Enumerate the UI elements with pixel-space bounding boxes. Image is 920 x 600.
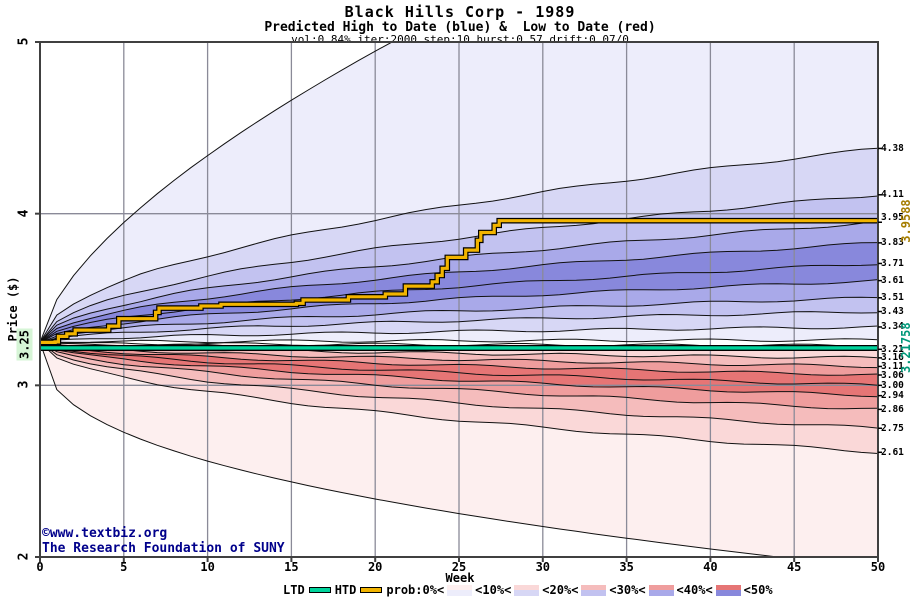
price-label-3.51: 3.51: [881, 292, 904, 304]
swatch-blue-half: [514, 590, 540, 596]
legend-prob-swatch-0: [447, 584, 473, 596]
swatch-red-half: [648, 584, 674, 590]
legend-prob-swatch-2: [581, 584, 607, 596]
x-tick-label-45: 45: [786, 560, 802, 574]
price-label-3.71: 3.71: [881, 257, 904, 269]
legend-probability-scale: prob:0%< <10%< <20%< <30%< <40%< <50%: [386, 583, 772, 597]
price-label-2.61: 2.61: [881, 446, 904, 458]
watermark-url: ©www.textbiz.org: [42, 526, 168, 541]
x-tick-label-30: 30: [535, 560, 551, 574]
legend-prob-label-1: <10%<: [475, 583, 512, 597]
ltd-line-swatch: [308, 587, 331, 593]
htd-final-label: 3.9588: [899, 199, 913, 243]
swatch-blue-half: [581, 590, 607, 596]
x-tick-label-40: 40: [703, 560, 718, 574]
price-label-3.43: 3.43: [881, 306, 904, 318]
chart-subtitle: Predicted High to Date (blue) & Low to D…: [264, 20, 656, 35]
legend-prob-swatch-1: [514, 584, 540, 596]
price-label-2.75: 2.75: [881, 422, 904, 434]
y-tick-label-2: 2: [16, 552, 32, 561]
legend-prob-label-5: <50%: [743, 583, 773, 597]
swatch-blue-half: [715, 590, 741, 596]
price-label-2.94: 2.94: [881, 390, 904, 402]
htd-line: [40, 217, 878, 346]
price-label-3.00: 3.00: [881, 379, 904, 391]
swatch-red-half: [514, 584, 540, 590]
legend-prob-label-0: prob:0%<: [386, 583, 445, 597]
legend-prob-swatch-3: [648, 584, 674, 596]
swatch-red-half: [581, 584, 607, 590]
chart-title: Black Hills Corp - 1989: [344, 3, 576, 21]
price-label-3.21: 3.21: [881, 343, 904, 355]
htd-line-swatch: [360, 587, 383, 593]
start-price-value: 3.25: [16, 328, 33, 361]
x-tick-label-35: 35: [619, 560, 634, 574]
y-tick-label-3: 3: [16, 380, 32, 389]
price-label-3.61: 3.61: [881, 275, 904, 287]
price-label-3.83: 3.83: [881, 237, 904, 249]
swatch-red-half: [715, 584, 741, 590]
x-tick-label-20: 20: [367, 560, 383, 574]
swatch-red-half: [447, 584, 473, 590]
y-tick-label-4: 4: [16, 209, 32, 218]
x-tick-label-50: 50: [870, 560, 886, 574]
x-tick-label-25: 25: [451, 560, 467, 574]
legend-prob-label-3: <30%<: [609, 583, 646, 597]
x-tick-label-10: 10: [200, 560, 215, 574]
start-price-label: 3.25: [14, 328, 33, 362]
price-label-4.38: 4.38: [881, 142, 904, 154]
price-label-3.34: 3.34: [881, 321, 904, 333]
plot-frame: [35, 41, 882, 562]
x-tick-label-5: 5: [120, 560, 128, 574]
x-tick-label-0: 0: [36, 560, 44, 574]
watermark-org: The Research Foundation of SUNY: [42, 541, 285, 556]
legend-htd-label: HTD: [334, 583, 357, 597]
swatch-blue-half: [447, 590, 473, 596]
legend-ltd-label: LTD: [283, 583, 305, 597]
legend-prob-label-4: <40%<: [676, 583, 713, 597]
x-tick-label-15: 15: [284, 560, 299, 574]
legend-prob-label-2: <20%<: [542, 583, 579, 597]
price-label-3.95: 3.95: [881, 211, 904, 223]
y-tick-label-5: 5: [16, 37, 32, 46]
price-label-2.86: 2.86: [881, 403, 904, 415]
ltd-final-label: 3.21758: [899, 322, 913, 373]
price-label-3.06: 3.06: [881, 369, 904, 381]
chart-legend: LTD HTD prob:0%< <10%< <20%< <30%< <40%< <50%: [283, 583, 773, 597]
x-axis-title: Week: [445, 571, 475, 585]
legend-prob-swatch-4: [715, 584, 741, 596]
swatch-blue-half: [648, 590, 674, 596]
price-label-3.11: 3.11: [881, 360, 904, 372]
price-label-3.16: 3.16: [881, 352, 904, 364]
price-label-4.11: 4.11: [881, 189, 904, 201]
